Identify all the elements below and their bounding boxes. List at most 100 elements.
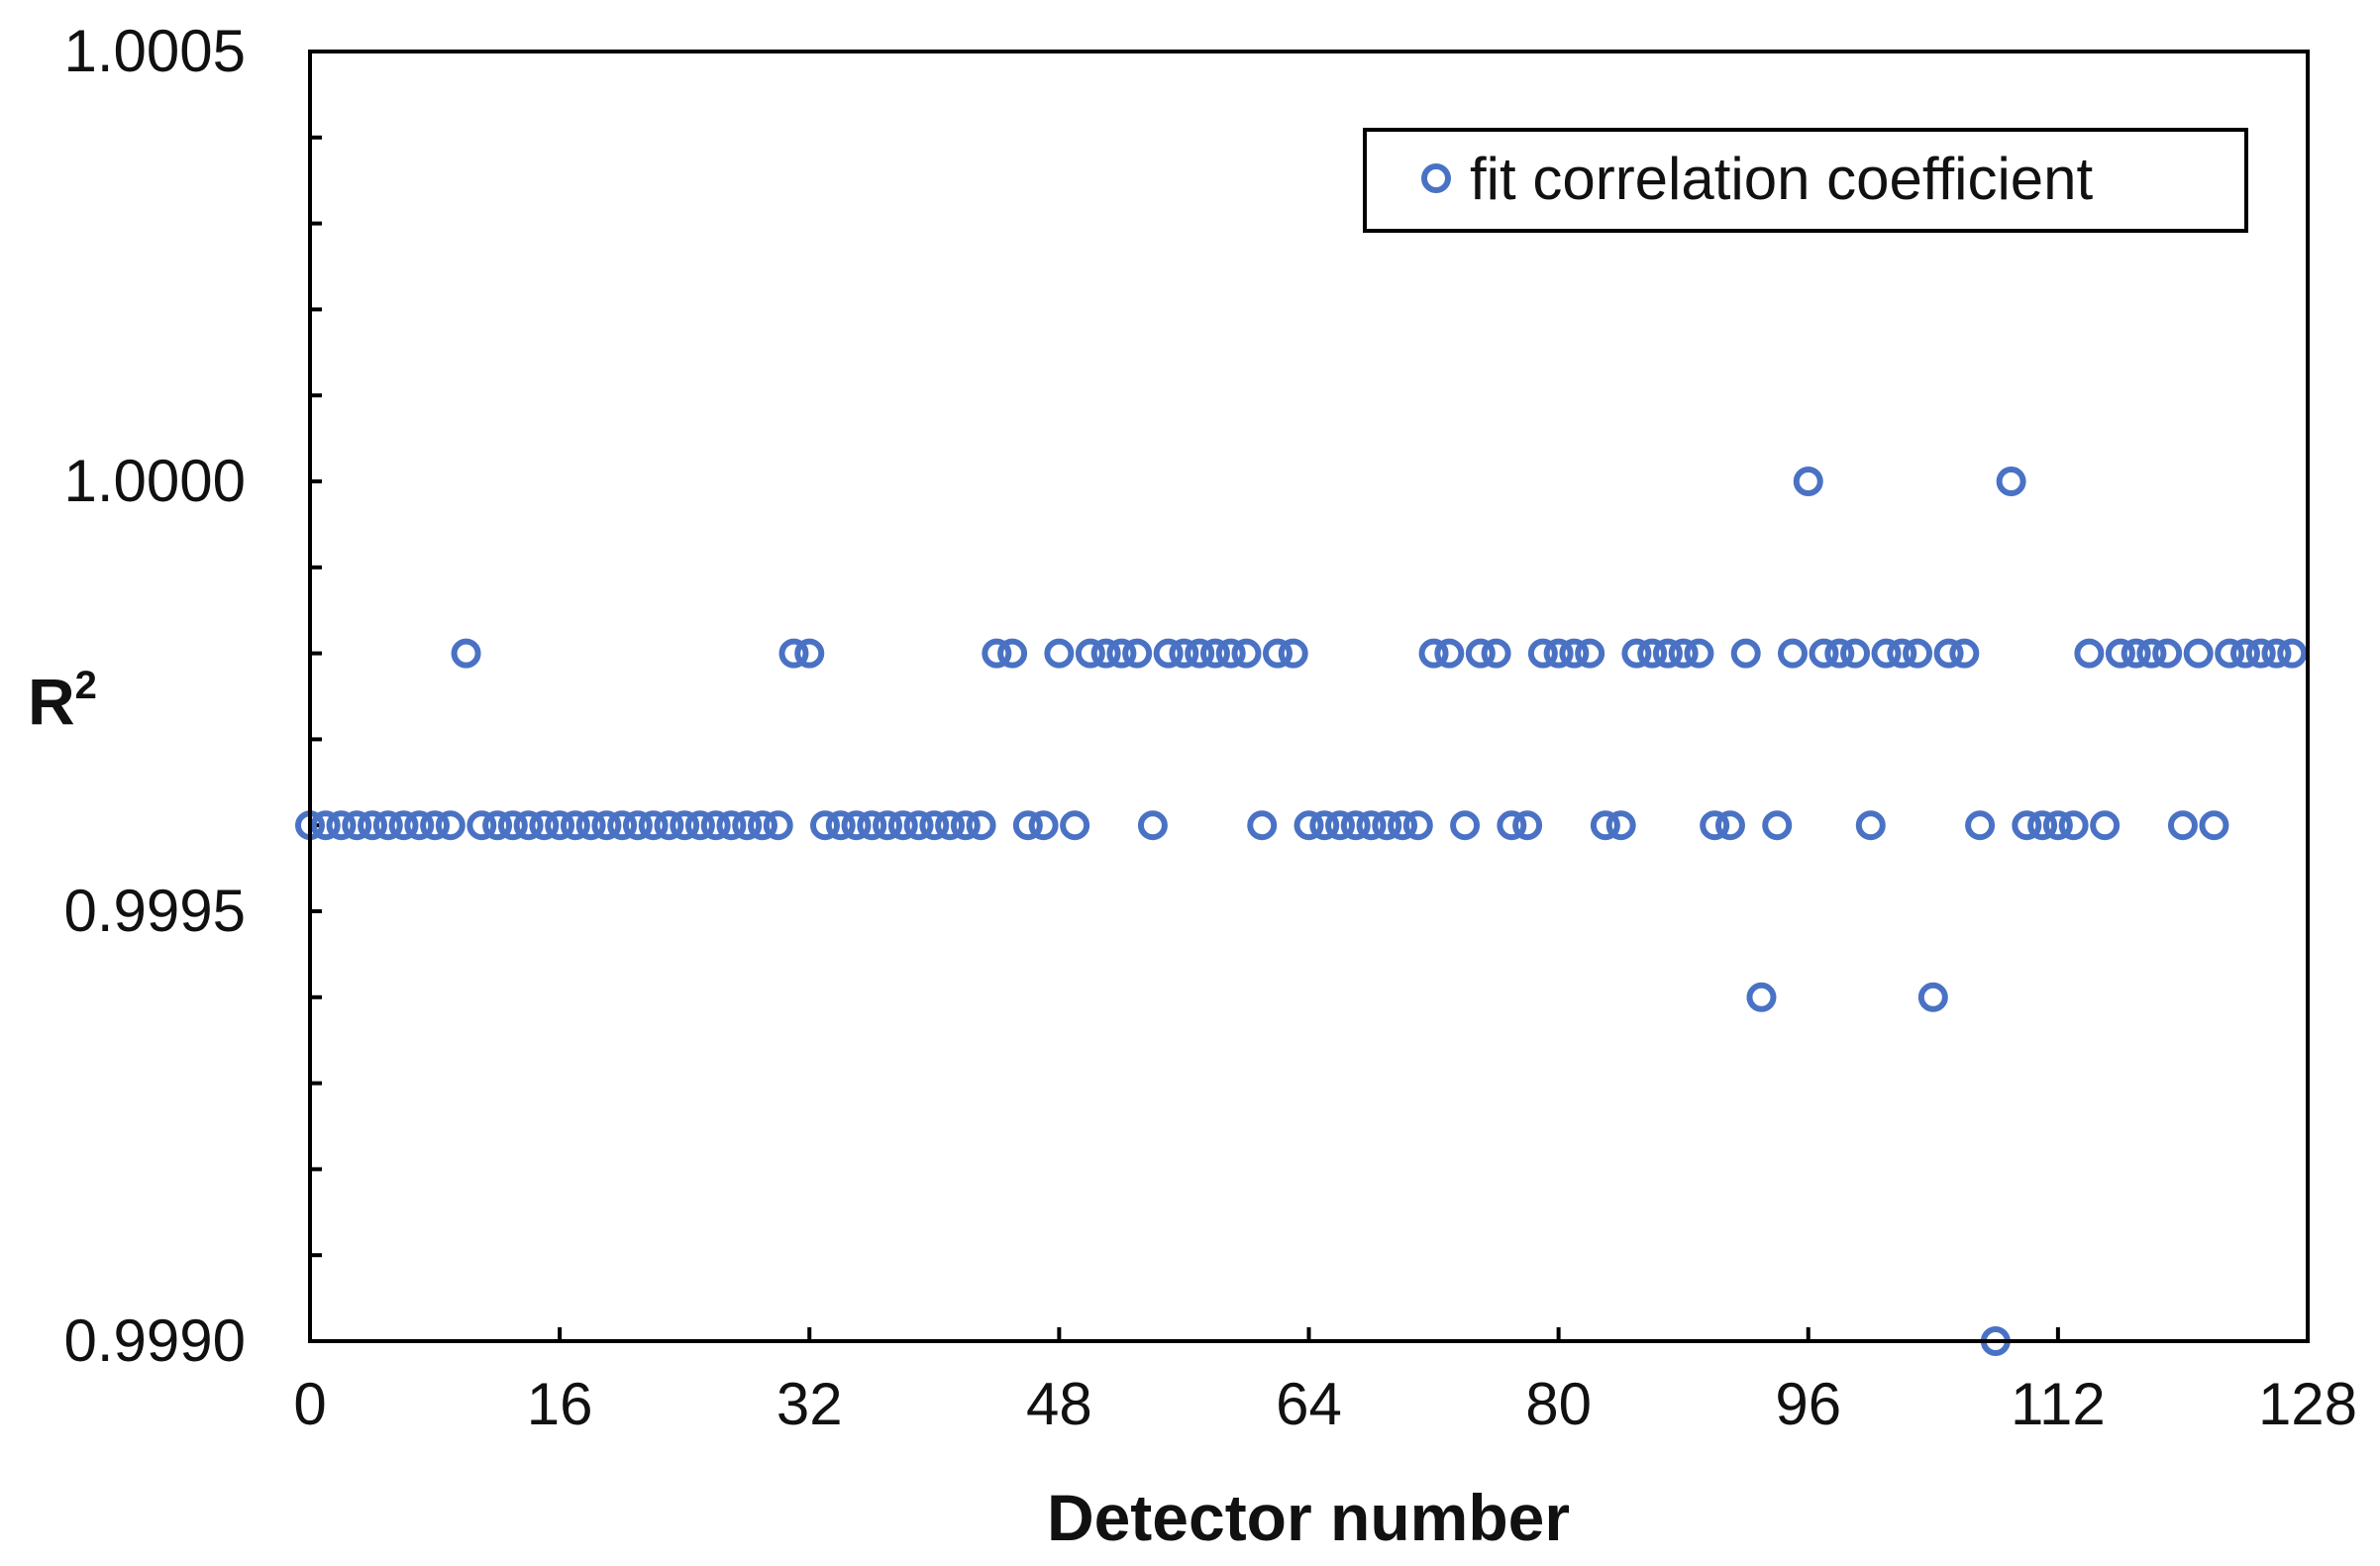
data-point [482,810,513,841]
y-axis-title-superscript: 2 [75,664,97,707]
data-point [358,810,388,841]
data-point [873,810,903,841]
data-point [1481,638,1511,669]
y-tick-label: 0.9990 [63,1307,246,1374]
x-tick-label: 96 [1775,1371,1841,1437]
data-point [1949,638,1980,669]
data-point [654,810,684,841]
data-point [1090,638,1121,669]
data-point [2121,638,2151,669]
y-axis-title: R2 [28,664,97,738]
data-point [825,810,856,841]
data-point [1325,810,1356,841]
data-point [763,810,793,841]
data-point [1215,638,1246,669]
data-point [700,810,731,841]
data-point [342,810,372,841]
data-point [388,810,419,841]
data-point [716,810,747,841]
data-point [1809,638,1839,669]
data-point [1169,638,1199,669]
data-point [966,810,996,841]
data-point [1590,810,1620,841]
data-point [2229,638,2260,669]
data-point [1293,810,1324,841]
data-point [1247,810,1278,841]
data-point [1543,638,1574,669]
data-point [1340,810,1371,841]
data-point [1512,810,1543,841]
data-point [1527,638,1558,669]
data-point [466,810,497,841]
data-point [372,810,403,841]
data-point [2277,638,2308,669]
x-tick-label: 112 [2011,1371,2106,1437]
data-point [997,638,1028,669]
data-point [1372,810,1402,841]
data-point [2105,638,2135,669]
data-point [435,810,466,841]
data-point [451,638,481,669]
data-point [1605,810,1636,841]
data-point [1637,638,1668,669]
data-point [1917,982,1948,1012]
y-axis-tick-labels: 0.9990 0.9995 1.0000 1.0005 [63,18,246,1374]
data-point [1777,638,1808,669]
data-point [1106,638,1137,669]
data-point [950,810,981,841]
data-point [794,638,825,669]
data-point [529,810,560,841]
data-point [1871,638,1902,669]
x-tick-label: 64 [1276,1371,1342,1437]
y-tick-label: 0.9995 [63,878,246,944]
data-point [1824,638,1855,669]
y-tick-label: 1.0000 [63,448,246,514]
data-point [1996,467,2026,496]
data-point [1575,638,1605,669]
data-point [982,638,1012,669]
data-point [1887,638,1917,669]
data-point [1965,810,1996,841]
y-axis-title-base: R [28,665,75,738]
data-point [404,810,435,841]
data-point [2167,810,2198,841]
data-point [1060,810,1090,841]
data-point [841,810,872,841]
data-point [1402,810,1433,841]
data-point [732,810,763,841]
data-point [1465,638,1496,669]
data-point [1309,810,1340,841]
data-point [622,810,653,841]
data-point [1730,638,1761,669]
data-point [1122,638,1153,669]
data-point [1762,810,1793,841]
data-point [1840,638,1871,669]
data-point [1903,638,1933,669]
data-point [575,810,606,841]
legend-marker-icon [1421,163,1451,193]
x-tick-label: 0 [293,1371,326,1437]
data-point [1450,810,1481,841]
data-point [670,810,700,841]
x-axis-title: Detector number [1047,1481,1570,1554]
data-point [1028,810,1059,841]
legend-box [1363,128,2248,233]
data-point [747,810,777,841]
data-point [2058,810,2089,841]
data-point [2027,810,2058,841]
data-point [2215,638,2245,669]
data-point [2090,810,2121,841]
legend-label: fit correlation coefficient [1470,146,2094,212]
data-point [1044,638,1075,669]
data-point [1497,810,1527,841]
data-point [1012,810,1043,841]
data-point [2261,638,2292,669]
data-point [1621,638,1652,669]
data-point [310,810,341,841]
x-tick-label: 48 [1026,1371,1092,1437]
data-point [1388,810,1418,841]
data-point [1668,638,1699,669]
data-point [2074,638,2105,669]
data-point [1652,638,1683,669]
